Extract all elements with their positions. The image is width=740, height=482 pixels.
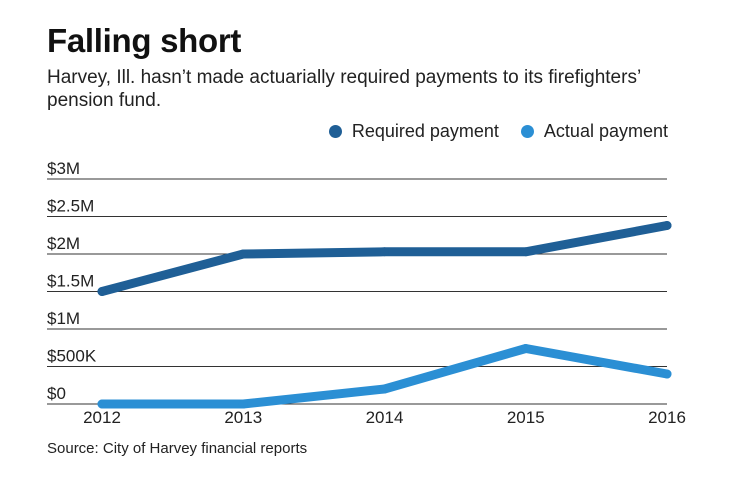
y-tick-label: $2.5M bbox=[47, 197, 94, 216]
data-point bbox=[662, 221, 672, 230]
data-point bbox=[380, 247, 389, 257]
y-tick-label: $2M bbox=[47, 234, 80, 253]
y-tick-label: $0 bbox=[47, 384, 66, 403]
x-tick-label: 2016 bbox=[648, 408, 686, 427]
chart-title: Falling short bbox=[47, 22, 242, 59]
y-tick-label: $3M bbox=[47, 159, 80, 178]
legend-item-required: Required payment bbox=[328, 121, 499, 142]
chart-subtitle: Harvey, Ill. hasn’t made actuarially req… bbox=[47, 67, 641, 111]
data-point bbox=[521, 344, 531, 353]
legend-label-actual: Actual payment bbox=[543, 121, 668, 141]
x-tick-label: 2015 bbox=[507, 408, 545, 427]
legend-label-required: Required payment bbox=[351, 121, 499, 141]
y-tick-label: $500K bbox=[47, 347, 97, 366]
legend-item-actual: Actual payment bbox=[520, 121, 668, 142]
data-point bbox=[662, 369, 672, 379]
x-tick-label: 2013 bbox=[224, 408, 262, 427]
data-point bbox=[97, 287, 107, 296]
x-tick-label: 2014 bbox=[366, 408, 404, 427]
data-point bbox=[97, 399, 107, 409]
source-note: Source: City of Harvey financial reports bbox=[47, 440, 308, 457]
data-point bbox=[238, 249, 248, 259]
x-tick-label: 2012 bbox=[83, 408, 121, 427]
series-line-required bbox=[97, 221, 672, 296]
y-tick-label: $1.5M bbox=[47, 272, 94, 291]
data-point bbox=[521, 247, 531, 257]
y-tick-label: $1M bbox=[47, 309, 80, 328]
data-point bbox=[238, 399, 248, 409]
data-point bbox=[380, 384, 389, 394]
legend-swatch-actual bbox=[520, 125, 534, 138]
legend: Required payment Actual payment bbox=[307, 121, 668, 142]
legend-swatch-required bbox=[328, 125, 342, 138]
series-line-actual bbox=[97, 344, 672, 409]
